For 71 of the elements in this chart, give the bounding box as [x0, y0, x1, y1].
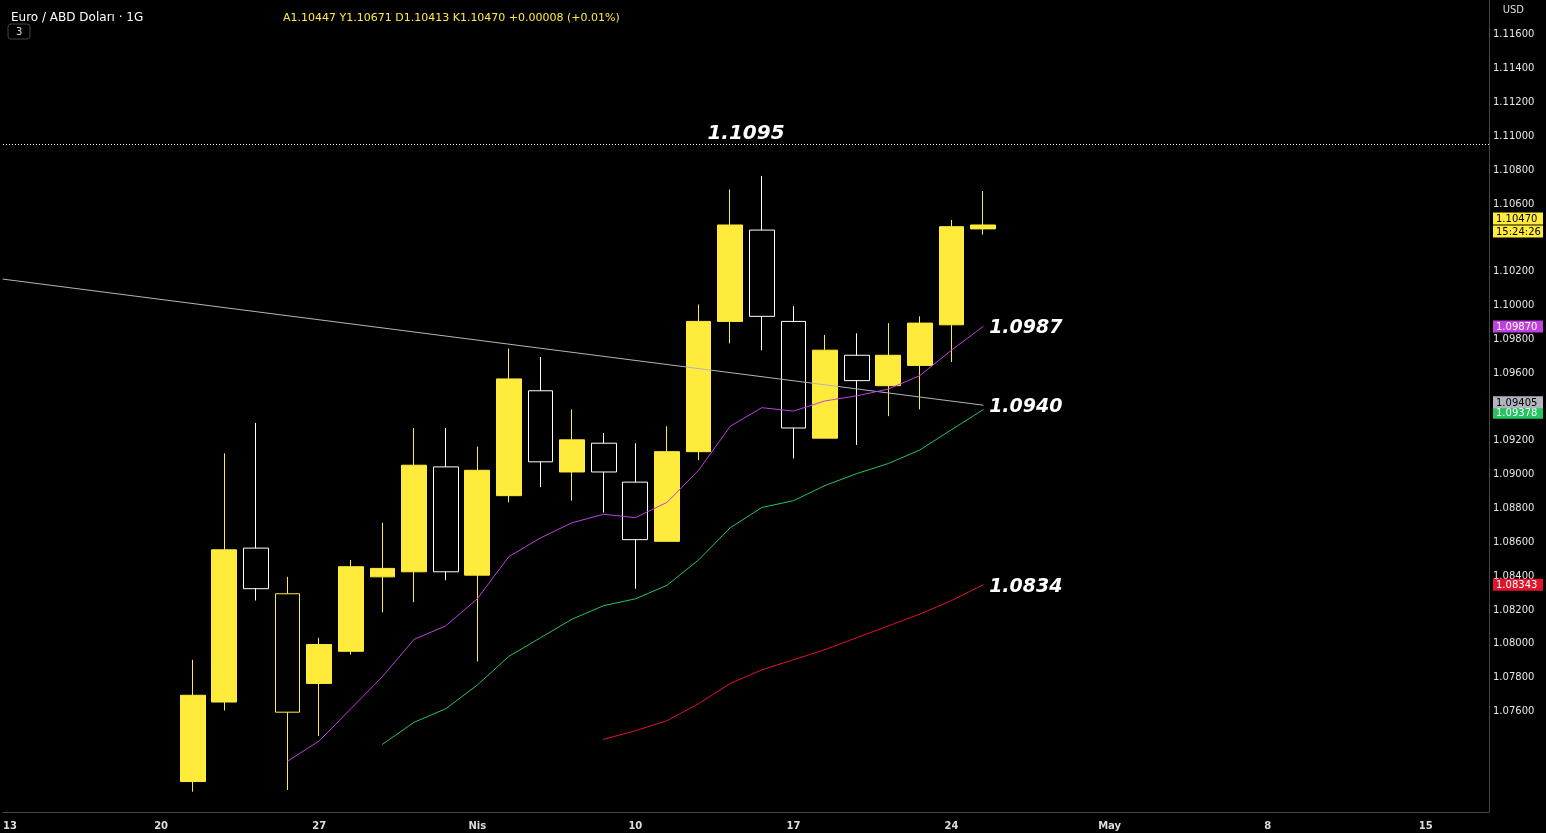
y-tick-label: 1.08800 [1493, 502, 1535, 513]
line-series [603, 584, 984, 740]
candlestick [401, 427, 427, 603]
y-tick-label: 1.08600 [1493, 535, 1535, 547]
candlestick [306, 637, 332, 737]
y-tick-label: 1.08343 [1496, 579, 1538, 591]
candlestick [844, 332, 870, 446]
candlestick [622, 442, 648, 590]
x-tick-label: 13 [3, 819, 17, 831]
y-tick-label: 1.11000 [1493, 129, 1535, 141]
x-tick-label: 24 [944, 819, 959, 831]
x-tick-label: 8 [1264, 819, 1272, 831]
y-tick-label: 1.10600 [1493, 197, 1535, 209]
x-tick-label: Nis [468, 819, 487, 831]
candlestick [686, 304, 711, 461]
data-label: 1.0987 [989, 315, 1064, 338]
candlestick [433, 427, 459, 581]
y-tick-label: 1.11200 [1493, 96, 1535, 107]
candlestick [654, 425, 680, 542]
candlestick [243, 422, 269, 602]
y-tick-label: 1.11400 [1493, 62, 1535, 74]
candlestick [970, 190, 996, 236]
y-tick-label: 1.10000 [1493, 299, 1535, 310]
candlestick [338, 559, 364, 656]
candlestick [496, 347, 522, 503]
x-tick-label: May [1098, 819, 1122, 831]
y-tick-label: 1.09200 [1493, 434, 1535, 446]
y-tick-label: 1.07800 [1493, 671, 1535, 683]
ref-line-label: 1.1095 [707, 119, 785, 144]
y-tick-label: 1.07600 [1493, 705, 1535, 716]
candlestick [907, 315, 933, 410]
y-tick-label: 1.10800 [1493, 163, 1535, 175]
text: A1.10447 Y1.10671 D1.10413 K1.10470 +0.00008 (+0.01%) [283, 11, 620, 24]
line-series [381, 409, 984, 745]
y-axis-title: USD [1502, 3, 1525, 15]
x-tick-label: 17 [786, 819, 801, 831]
candlestick [464, 446, 490, 662]
x-tick-label: 20 [154, 819, 169, 831]
candlestick [781, 305, 806, 459]
y-tick-label: 1.11600 [1493, 28, 1535, 40]
y-tick-label: 1.09800 [1493, 332, 1535, 344]
candlestick [939, 219, 964, 363]
data-label: 1.0940 [989, 394, 1063, 417]
y-tick-label: 1.10470 15:24:26 [1496, 212, 1541, 237]
candlestick [812, 334, 838, 439]
candlestick [875, 322, 901, 417]
y-tick-label: 1.08200 [1493, 603, 1535, 615]
annotation: 3 [16, 25, 23, 37]
y-tick-label: 1.09378 [1496, 407, 1538, 419]
y-tick-label: 1.08000 [1493, 637, 1535, 649]
x-tick-label: 15 [1418, 819, 1433, 831]
x-tick-label: 10 [628, 819, 643, 831]
y-tick-label: 1.08400 [1493, 569, 1535, 581]
candlestick [749, 175, 775, 351]
y-tick-label: 1.09870 [1496, 320, 1538, 332]
candlestick [528, 356, 553, 488]
x-tick-label: 27 [312, 819, 327, 831]
text: Euro / ABD Doları · 1G [11, 10, 144, 24]
candlestick [591, 432, 617, 514]
y-tick-label: 1.09000 [1493, 468, 1535, 480]
y-tick-label: 1.09600 [1493, 366, 1535, 378]
line-series [287, 325, 984, 762]
y-tick-label: 1.09405 [1496, 396, 1538, 408]
candlestick [559, 408, 585, 502]
y-tick-label: 1.10200 [1493, 265, 1535, 277]
data-label: 1.0834 [989, 573, 1063, 596]
candlestick [275, 576, 300, 791]
candlestick [717, 188, 743, 344]
candlestick [370, 522, 395, 613]
candlestick [180, 659, 206, 793]
candlestick [211, 452, 237, 711]
